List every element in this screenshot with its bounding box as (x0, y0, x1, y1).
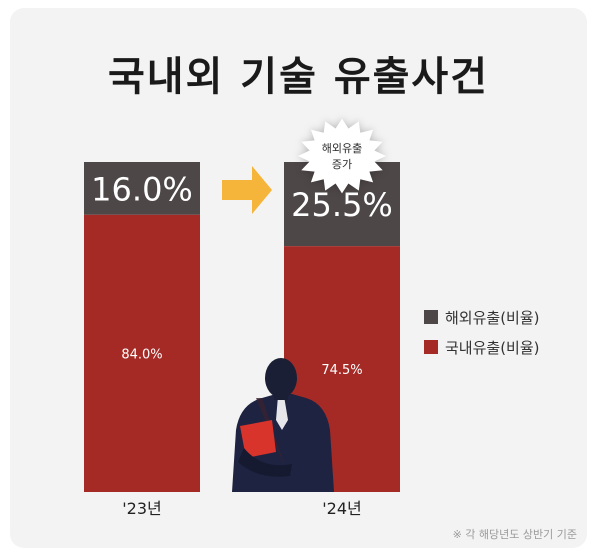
bar-overseas-0 (84, 162, 200, 215)
data-label-domestic-1: 74.5% (321, 363, 362, 378)
legend-swatch-domestic (424, 340, 438, 354)
legend-label-overseas: 해외유출(비율) (445, 308, 540, 327)
data-label-domestic-0: 84.0% (121, 347, 162, 362)
right-arrow-icon (222, 166, 272, 214)
bar-domestic-0 (84, 214, 200, 493)
x-tick-label-1: '24년 (322, 499, 361, 518)
data-label-overseas-0: 16.0% (91, 170, 193, 208)
badge-text-line2: 증가 (332, 158, 352, 171)
burst-badge-shape (298, 118, 386, 194)
legend-swatch-overseas (424, 310, 438, 324)
legend-label-domestic: 국내유출(비율) (445, 338, 540, 357)
x-tick-label-0: '23년 (122, 499, 161, 518)
person-silhouette-icon (232, 358, 334, 492)
badge-text-line1: 해외유출 (322, 141, 362, 155)
legend-item-overseas: 해외유출(비율) (424, 305, 540, 329)
legend: 해외유출(비율) 국내유출(비율) (424, 305, 540, 365)
chart-title: 국내외 기술 유출사건 (107, 54, 490, 100)
footnote: ※ 각 해당년도 상반기 기준 (452, 528, 577, 541)
legend-item-domestic: 국내유출(비율) (424, 335, 540, 359)
